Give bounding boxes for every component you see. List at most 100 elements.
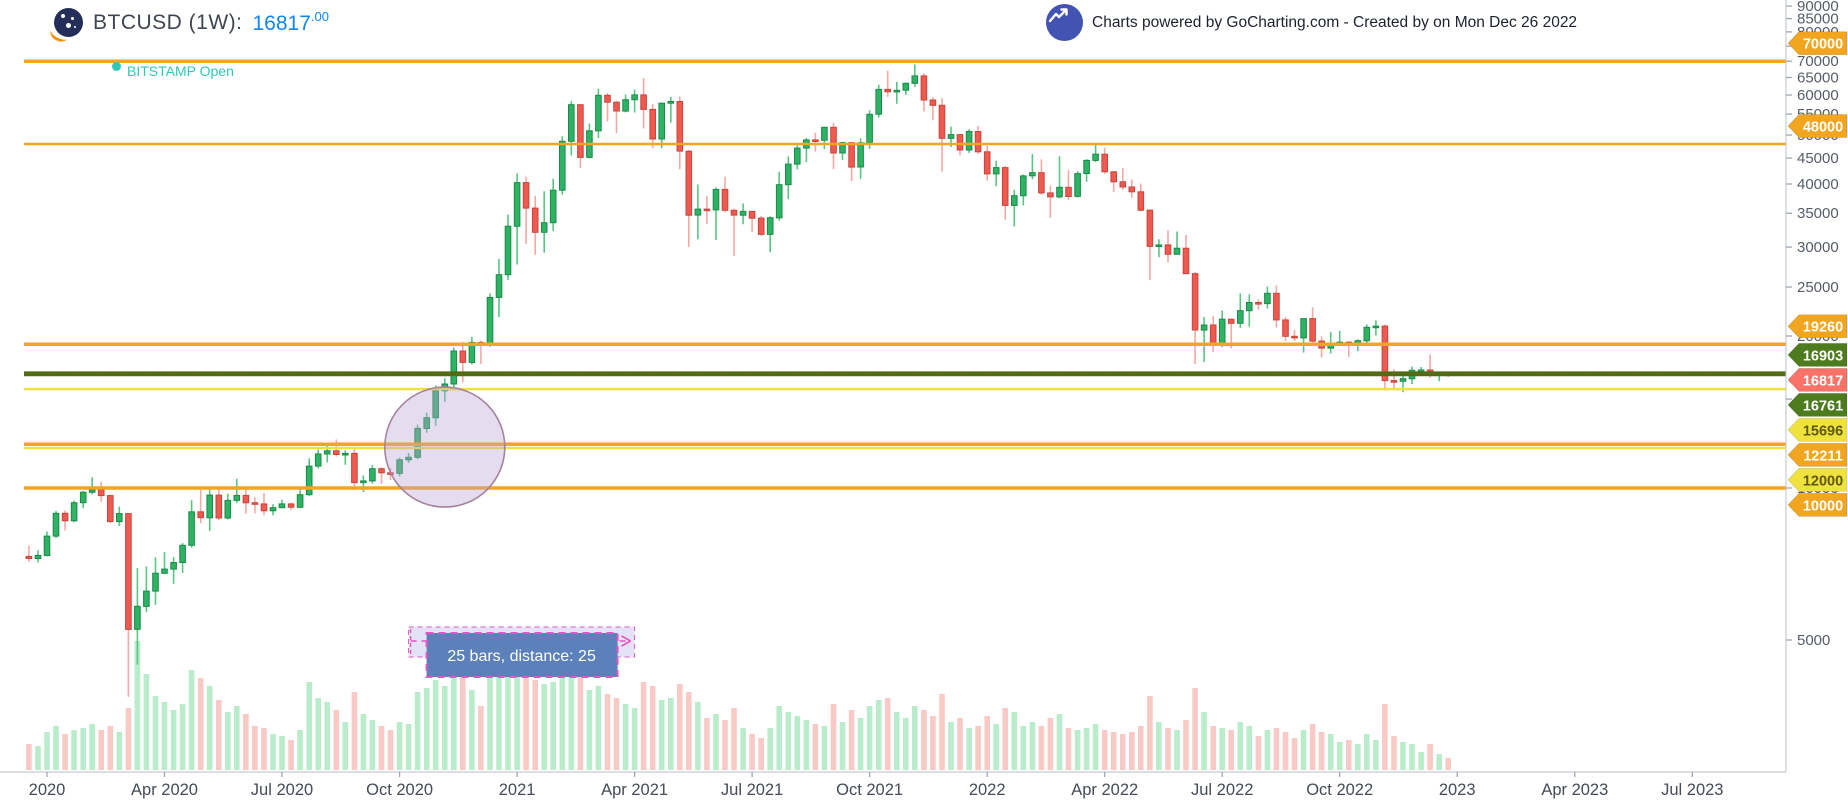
volume-bar <box>1192 688 1198 770</box>
volume-bar <box>1418 752 1424 770</box>
volume-bar <box>333 710 340 770</box>
candle-body <box>323 450 331 455</box>
volume-bar <box>197 678 204 770</box>
volume-bar <box>1318 732 1325 770</box>
volume-bar <box>134 641 141 770</box>
candle-body <box>88 489 96 493</box>
volume-bar <box>360 714 367 770</box>
candle-body <box>785 163 792 186</box>
candle-body <box>152 572 159 592</box>
volume-bar <box>152 696 159 770</box>
volume-bar <box>740 728 746 770</box>
volume-bar <box>351 692 358 770</box>
volume-bar <box>857 718 864 770</box>
x-tick-label: Apr 2021 <box>601 781 668 799</box>
volume-bar <box>1364 734 1370 770</box>
volume-bar <box>839 722 846 770</box>
volume-bar <box>116 732 123 770</box>
candle-body <box>1255 302 1262 305</box>
candle-body <box>1182 247 1190 275</box>
candle-body <box>1417 369 1425 373</box>
candle-body <box>1372 325 1380 329</box>
volume-bar <box>1056 714 1063 770</box>
volume-bar <box>541 684 547 770</box>
volume-bar <box>396 722 403 770</box>
candle-body <box>423 417 430 430</box>
candle-body <box>1074 173 1081 197</box>
volume-bar <box>423 688 430 770</box>
candle-body <box>170 562 177 570</box>
candle-body <box>134 605 141 630</box>
candle-body <box>748 210 756 219</box>
volume-bar <box>812 724 819 770</box>
volume-bar <box>930 716 936 770</box>
candle-body <box>1363 326 1371 342</box>
volume-bar <box>89 724 95 770</box>
candle-body <box>351 452 358 484</box>
candle-body <box>640 94 647 110</box>
volume-bar <box>432 680 439 770</box>
candle-body <box>694 208 702 216</box>
symbol-header: BTCUSD (1W): 16817.00 <box>54 8 329 37</box>
measure-arrowhead-icon <box>621 635 631 647</box>
x-tick-label: Apr 2023 <box>1541 781 1608 799</box>
candle-body <box>1137 191 1145 211</box>
candle-body <box>25 555 33 560</box>
price-tag-12211: 12211 <box>1787 442 1848 467</box>
candle-body <box>992 167 1000 175</box>
candle-body <box>1038 172 1045 194</box>
measure-tool[interactable]: 25 bars, distance: 25 <box>408 626 636 678</box>
candle-body <box>360 480 367 484</box>
x-tick-label: 2023 <box>1439 781 1476 799</box>
candle-body <box>314 453 322 467</box>
volume-bar <box>405 724 412 770</box>
volume-bar <box>288 740 294 770</box>
volume-bar <box>749 734 755 770</box>
volume-bar <box>1201 712 1207 770</box>
candle-body <box>1110 171 1118 183</box>
price-tag-70000: 70000 <box>1787 31 1848 56</box>
volume-bar <box>884 698 891 770</box>
candle-body <box>287 503 295 508</box>
volume-bar <box>767 728 773 770</box>
candle-body <box>613 101 620 112</box>
volume-bar <box>1400 742 1406 770</box>
volume-bar <box>640 682 647 770</box>
candle-body <box>70 502 78 522</box>
volume-bar <box>830 704 837 770</box>
candle-body <box>1164 244 1172 255</box>
price-tag-16903: 16903 <box>1787 342 1848 367</box>
candle-body <box>839 142 846 154</box>
volume-bar <box>1011 712 1018 770</box>
volume-bar <box>948 722 954 770</box>
measure-label-box[interactable] <box>425 632 619 678</box>
volume-bar <box>98 730 104 770</box>
volume-bar <box>559 658 566 770</box>
volume-bar <box>387 730 394 770</box>
volume-bar <box>1373 740 1379 770</box>
volume-bar <box>1382 704 1388 770</box>
price-tag-shape <box>1787 114 1848 138</box>
powered-by-text: Charts powered by GoCharting.com - Creat… <box>1092 13 1578 31</box>
candle-body <box>595 94 602 132</box>
candle-body <box>821 126 828 141</box>
volume-bar <box>649 686 656 770</box>
candle-body <box>559 140 566 191</box>
x-tick-label: Apr 2022 <box>1071 781 1138 799</box>
volume-bar <box>1110 732 1117 770</box>
volume-bar <box>957 718 963 770</box>
x-axis[interactable]: 2020 Apr 2020 Jul 2020 Oct 2020 2021 Apr 2021… <box>29 772 1724 799</box>
volume-bar <box>487 674 493 770</box>
volume-bar <box>1101 730 1108 770</box>
candle-body <box>703 208 711 212</box>
ellipse-annotation[interactable] <box>383 386 506 508</box>
candle-body <box>522 182 530 209</box>
volume-bar <box>1291 738 1298 770</box>
volume-bar <box>225 712 231 770</box>
y-tick-label: 45000 <box>1797 150 1839 167</box>
volume-bar <box>686 692 692 770</box>
price-tag-15696: 15696 <box>1787 417 1848 442</box>
volume-bar <box>939 694 945 770</box>
